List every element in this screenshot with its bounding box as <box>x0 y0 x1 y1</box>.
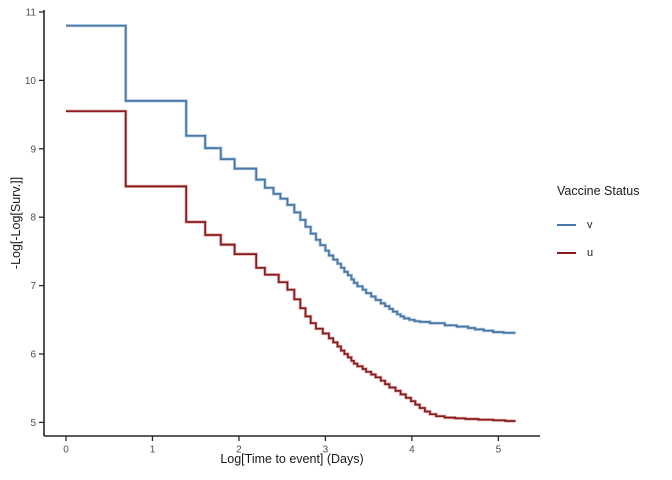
y-tick-label: 7 <box>30 281 36 292</box>
legend-title: Vaccine Status <box>557 184 640 198</box>
series-halo-u <box>66 109 516 423</box>
y-axis-title: -Log[-Log[Surv.]] <box>9 176 23 270</box>
legend-label-v: v <box>587 219 593 231</box>
legend-key-line-v <box>557 224 576 226</box>
y-tick-label: 10 <box>25 76 37 87</box>
legend: Vaccine Status v u <box>557 184 639 267</box>
legend-item-v: v <box>557 211 639 239</box>
x-tick-label: 5 <box>496 445 502 456</box>
y-tick-label: 11 <box>26 8 37 19</box>
series-line-u <box>66 110 516 422</box>
series-line-v <box>66 24 516 334</box>
y-tick-label: 6 <box>30 350 36 361</box>
series-halo-v <box>66 24 516 335</box>
y-tick-label: 8 <box>30 213 36 224</box>
x-tick-label: 2 <box>236 445 242 456</box>
x-axis-title: Log[Time to event] (Days) <box>220 452 364 466</box>
legend-item-u: u <box>557 239 639 267</box>
x-tick-label: 4 <box>409 445 415 456</box>
legend-key-line-u <box>557 252 576 254</box>
legend-label-u: u <box>587 247 594 259</box>
y-tick-label: 9 <box>30 144 36 155</box>
y-tick-label: 5 <box>30 418 36 429</box>
x-tick-label: 3 <box>323 445 329 456</box>
x-tick-label: 0 <box>63 445 69 456</box>
x-tick-label: 1 <box>150 445 156 456</box>
